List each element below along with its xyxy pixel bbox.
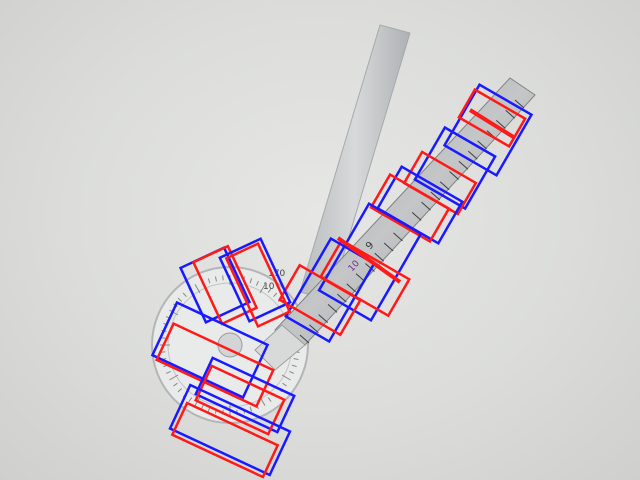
arm-tick — [430, 191, 441, 201]
protractor-tick — [177, 297, 183, 302]
graduated-arm: 10 9 — [254, 77, 536, 371]
arm-tick — [318, 314, 329, 323]
protractor-tick — [188, 397, 193, 402]
arm-tick — [411, 212, 422, 221]
arm-tick — [458, 160, 469, 170]
detection-box-blue — [442, 82, 534, 178]
protractor-tick — [249, 278, 253, 284]
protractor-tick — [289, 370, 295, 374]
protractor-tick — [293, 358, 299, 361]
protractor-tick — [177, 388, 183, 393]
arm-tick — [309, 324, 319, 334]
detection-box-red — [457, 87, 527, 149]
detection-box-red — [170, 401, 280, 479]
arm-tick — [365, 263, 375, 272]
detection-box-blue — [150, 300, 270, 400]
arm-tick — [299, 334, 310, 344]
protractor-tick — [282, 382, 287, 387]
arm-tick — [383, 242, 394, 252]
arm-tick — [439, 181, 450, 191]
detection-boxes — [150, 82, 534, 479]
arm-tick — [421, 201, 431, 211]
detection-emphasis-line — [468, 108, 517, 140]
detection-box-red — [277, 263, 363, 337]
arm-tick — [514, 99, 525, 109]
protractor-tick — [169, 309, 179, 316]
arm-tick — [393, 232, 403, 242]
detection-box-blue — [284, 236, 376, 344]
detection-box-blue — [413, 125, 497, 211]
protractor-tick — [291, 364, 297, 368]
protractor-tick — [182, 292, 187, 298]
detection-box-red — [155, 321, 275, 409]
protractor-tick — [249, 406, 253, 412]
protractor-tick — [214, 276, 217, 282]
arm-tick — [467, 150, 478, 160]
protractor-tick — [169, 374, 179, 381]
detection-box-blue — [194, 356, 296, 434]
arm-tick — [327, 303, 338, 313]
protractor-tick — [267, 397, 272, 402]
arm-tick — [495, 120, 506, 129]
detection-box-blue — [168, 383, 292, 477]
protractor-tick — [165, 370, 171, 374]
detection-box-red — [191, 244, 259, 326]
protractor-tick — [194, 284, 201, 294]
protractor-tick — [267, 288, 272, 293]
protractor-label-10: 10 — [263, 282, 275, 292]
detection-box-red — [224, 241, 292, 329]
protractor-tick — [255, 280, 259, 286]
detection-box-red — [369, 172, 451, 244]
arm-tick — [477, 140, 487, 150]
detection-emphasis-line — [336, 236, 402, 284]
detection-box-red — [194, 364, 286, 436]
protractor-tick — [173, 382, 178, 387]
arm-tick — [505, 109, 515, 119]
protractor-tick — [281, 374, 291, 381]
detection-box-blue — [218, 237, 292, 323]
arm-tick — [346, 283, 357, 293]
arm-tick — [374, 252, 385, 262]
arm-tick — [449, 171, 459, 180]
protractor-tick — [259, 284, 266, 294]
protractor-tick — [222, 275, 224, 281]
arm-tick — [337, 293, 347, 303]
protractor-tick — [273, 292, 278, 298]
protractor-tick — [207, 278, 211, 284]
